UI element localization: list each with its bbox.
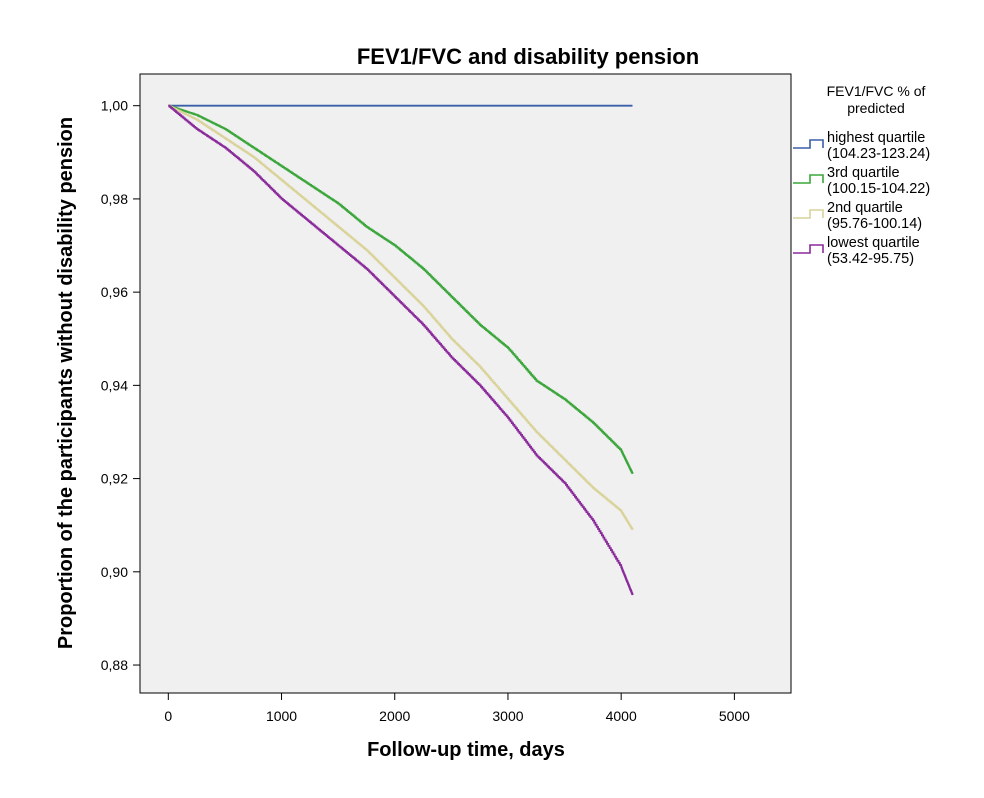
- x-tick-label-0: 0: [164, 708, 172, 724]
- x-axis-title: Follow-up time, days: [367, 739, 565, 761]
- series-line-1: [168, 104, 634, 474]
- legend-swatch-2: [793, 209, 824, 219]
- y-tick-label-0: 0,88: [101, 657, 128, 673]
- y-tick-label-5: 0,98: [101, 191, 128, 207]
- legend-label-2-line-1: 2nd quartile: [827, 200, 903, 216]
- y-tick-label-2: 0,92: [101, 471, 128, 487]
- y-tick-label-3: 0,94: [101, 377, 128, 393]
- x-tick-label-3: 3000: [492, 708, 523, 724]
- legend: FEV1/FVC % of predicted highest quartile…: [793, 83, 930, 267]
- x-tick-label-1: 1000: [266, 708, 297, 724]
- legend-label-0-line-2: (104.23-123.24): [827, 146, 930, 162]
- series-line-3: [168, 104, 634, 596]
- legend-title-line-2: predicted: [847, 100, 905, 116]
- x-tick-label-4: 4000: [606, 708, 637, 724]
- legend-swatch-0: [793, 139, 824, 149]
- legend-swatch-3: [793, 244, 824, 254]
- x-axis: 0 1000 2000 3000 4000 5000: [164, 693, 750, 724]
- legend-label-0-line-1: highest quartile: [827, 130, 925, 146]
- legend-label-3-line-1: lowest quartile: [827, 235, 920, 251]
- chart-title: FEV1/FVC and disability pension: [357, 44, 699, 69]
- legend-label-3-line-2: (53.42-95.75): [827, 251, 914, 267]
- legend-title-line-1: FEV1/FVC % of: [827, 83, 926, 99]
- legend-label-1-line-2: (100.15-104.22): [827, 181, 930, 197]
- y-tick-label-4: 0,96: [101, 284, 128, 300]
- y-axis-title: Proportion of the participants without d…: [55, 117, 77, 649]
- y-tick-label-6: 1,00: [101, 98, 128, 114]
- x-tick-label-2: 2000: [379, 708, 410, 724]
- plot-area: [139, 73, 792, 694]
- legend-label-1-line-1: 3rd quartile: [827, 165, 900, 181]
- legend-swatch-1: [793, 174, 824, 184]
- x-tick-label-5: 5000: [719, 708, 750, 724]
- legend-label-2-line-2: (95.76-100.14): [827, 216, 922, 232]
- y-tick-label-1: 0,90: [101, 564, 128, 580]
- y-axis: 0,88 0,90 0,92 0,94 0,96 0,98 1,00: [101, 98, 140, 673]
- series-lines: [168, 104, 634, 596]
- series-line-2: [168, 104, 634, 530]
